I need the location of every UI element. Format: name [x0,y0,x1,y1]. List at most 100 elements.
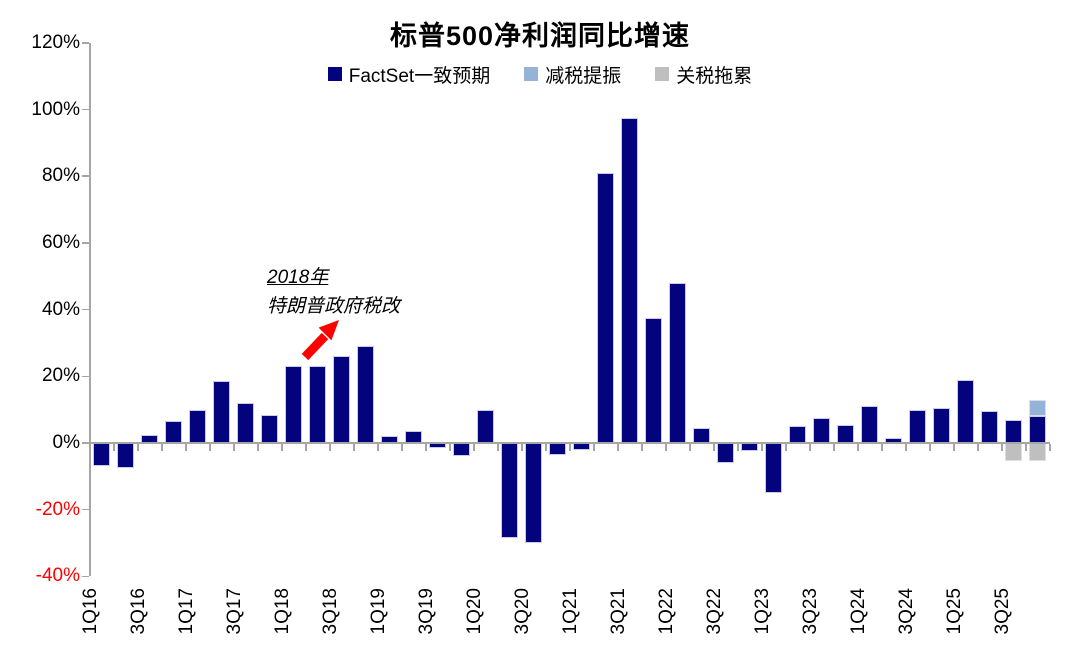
x-axis-label-3Q24: 3Q24 [896,588,917,635]
bar-3Q21-factset [620,117,638,443]
bar-2Q23-factset [788,426,806,443]
x-axis-tick [1001,443,1003,451]
x-axis-tick [809,443,811,451]
x-axis-tick [689,443,691,451]
x-axis-tick [89,443,91,451]
bar-4Q17-factset [260,414,278,443]
x-axis-tick [593,443,595,451]
legend-label-tariff: 关税拖累 [676,65,753,87]
x-axis-label-3Q22: 3Q22 [704,588,725,635]
y-axis-tick-100 [82,108,89,111]
x-axis-tick [569,443,571,451]
legend: FactSet一致预期 减税提振 关税拖累 [0,61,1080,87]
x-axis-tick [1049,443,1051,451]
bar-1Q17-factset [188,409,206,443]
x-axis-label-3Q16: 3Q16 [128,588,149,635]
bar-4Q25-factset [1028,416,1046,443]
x-axis-tick [497,443,499,451]
x-axis-tick [113,443,115,451]
bar-3Q25-tariff [1004,443,1022,462]
x-axis-tick [473,443,475,451]
x-axis-tick [761,443,763,451]
y-axis-tick-0 [82,442,89,444]
x-axis-label-3Q25: 3Q25 [992,588,1013,635]
bar-3Q22-factset [716,443,734,463]
legend-item-tariff: 关税拖累 [655,61,752,88]
x-axis-label-3Q20: 3Q20 [512,588,533,635]
y-axis-label-40: 40% [41,298,80,320]
bar-1Q23-factset [764,443,782,494]
y-axis-tick--20 [82,508,89,511]
y-axis-label-80: 80% [41,165,80,187]
x-axis-tick [665,443,667,451]
bar-1Q21-factset [572,443,590,450]
legend-swatch-tariff-icon [655,67,670,81]
x-axis-label-1Q17: 1Q17 [176,588,197,635]
x-axis-tick [137,443,139,451]
bar-2Q21-factset [596,172,614,443]
bar-2Q19-factset [404,431,422,443]
x-axis-tick [185,443,187,451]
bar-4Q25-tariff [1028,443,1046,462]
x-axis-line [89,442,1050,444]
annotation-2018-tax-reform: 2018年 特朗普政府税改 [267,263,400,321]
x-axis-label-1Q24: 1Q24 [848,588,869,635]
bar-3Q20-factset [524,443,542,544]
y-axis-label-60: 60% [41,231,80,253]
x-axis-label-3Q17: 3Q17 [224,588,245,635]
x-axis-label-1Q18: 1Q18 [272,588,293,635]
x-axis-tick [425,443,427,451]
bar-2Q17-factset [212,381,230,443]
x-axis-label-3Q19: 3Q19 [416,588,437,635]
x-axis-tick [953,443,955,451]
bar-4Q19-factset [452,443,470,457]
x-axis-tick [377,443,379,451]
x-axis-tick [233,443,235,451]
legend-swatch-factset-icon [327,67,342,81]
legend-label-factset: FactSet一致预期 [348,65,491,87]
x-axis-tick [929,443,931,451]
x-axis-tick [401,443,403,451]
x-axis-label-1Q21: 1Q21 [560,588,581,635]
x-axis-tick [257,443,259,451]
y-axis-label-100: 100% [31,98,80,120]
x-axis-tick [617,443,619,451]
annotation-line1: 2018年 [267,267,329,288]
bar-4Q22-factset [740,443,758,452]
annotation-line2: 特朗普政府税改 [267,296,401,317]
bar-3Q18-factset [332,356,350,443]
y-axis-label-0: 0% [52,432,80,453]
y-axis-tick-40 [82,308,89,311]
x-axis-tick [1025,443,1027,451]
x-axis-tick [905,443,907,451]
bar-1Q22-factset [668,282,686,443]
y-axis-label--40: -40% [35,565,80,587]
bar-3Q23-factset [812,417,830,443]
bar-1Q18-factset [284,366,302,443]
bar-1Q16-factset [92,443,110,467]
x-axis-tick [353,443,355,451]
legend-item-factset: FactSet一致预期 [327,61,491,88]
bar-3Q25-factset [1004,419,1022,443]
x-axis-tick [833,443,835,451]
bar-4Q20-factset [548,443,566,455]
y-axis-tick-20 [82,375,89,378]
x-axis-tick [545,443,547,451]
bar-3Q17-factset [236,402,254,443]
x-axis-tick [785,443,787,451]
legend-item-tax-cut: 减税提振 [524,61,621,88]
x-axis-label-1Q16: 1Q16 [80,588,101,635]
y-axis-line [89,42,91,577]
annotation-arrow-icon [301,320,339,361]
x-axis-label-3Q23: 3Q23 [800,588,821,635]
bar-2Q22-factset [692,427,710,443]
y-axis-tick-120 [82,42,89,44]
bar-1Q20-factset [476,409,494,443]
y-axis-tick-60 [82,242,89,244]
bar-4Q24-factset [932,407,950,443]
bar-2Q18-factset [308,366,326,443]
x-axis-tick [209,443,211,451]
x-axis-tick [161,443,163,451]
bar-2Q20-factset [500,443,518,539]
x-axis-tick [857,443,859,451]
